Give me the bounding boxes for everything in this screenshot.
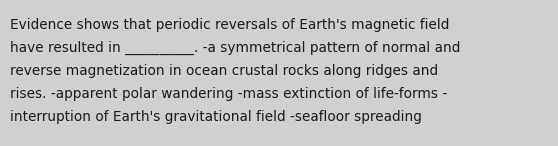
- Text: interruption of Earth's gravitational field -seafloor spreading: interruption of Earth's gravitational fi…: [10, 110, 422, 124]
- Text: reverse magnetization in ocean crustal rocks along ridges and: reverse magnetization in ocean crustal r…: [10, 64, 438, 78]
- Text: have resulted in __________. -a symmetrical pattern of normal and: have resulted in __________. -a symmetri…: [10, 41, 460, 55]
- Text: rises. -apparent polar wandering -mass extinction of life-forms -: rises. -apparent polar wandering -mass e…: [10, 87, 448, 101]
- Text: Evidence shows that periodic reversals of Earth's magnetic field: Evidence shows that periodic reversals o…: [10, 18, 449, 32]
